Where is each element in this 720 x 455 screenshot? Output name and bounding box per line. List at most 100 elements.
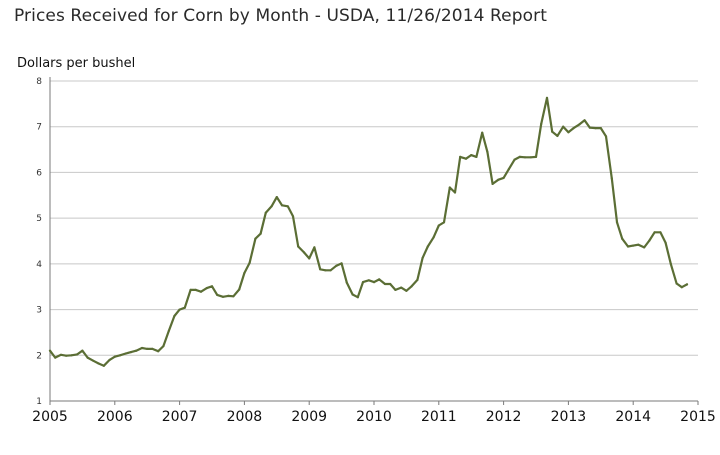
data-point	[113, 355, 116, 358]
data-point	[129, 351, 133, 354]
data-point	[507, 168, 510, 171]
y-tick-label-7: 7	[36, 123, 42, 133]
data-point	[59, 353, 63, 356]
x-tick-label-2014: 2014	[615, 409, 651, 425]
data-point	[167, 330, 170, 333]
data-point	[335, 264, 338, 267]
data-point	[210, 285, 214, 288]
data-point	[464, 157, 468, 160]
x-tick-label-2006: 2006	[97, 409, 133, 425]
x-tick-label-2009: 2009	[291, 409, 327, 425]
series-line-0	[48, 96, 689, 367]
data-point	[442, 221, 446, 224]
data-point	[216, 293, 219, 296]
y-tick-label-5: 5	[36, 214, 42, 224]
data-point	[54, 356, 57, 359]
data-point	[157, 350, 160, 353]
data-point	[643, 246, 646, 249]
data-point	[65, 354, 68, 357]
data-point	[221, 295, 225, 298]
data-point	[453, 191, 457, 194]
data-point	[556, 134, 559, 137]
data-point	[264, 211, 267, 214]
data-point	[270, 205, 273, 208]
data-point	[626, 245, 630, 248]
data-point	[86, 356, 89, 359]
data-point	[151, 347, 154, 350]
data-point	[248, 261, 251, 264]
data-point	[329, 269, 332, 272]
data-point	[280, 204, 284, 207]
data-point	[610, 177, 613, 180]
data-point	[615, 221, 619, 224]
data-point	[534, 155, 538, 158]
data-point	[254, 237, 257, 240]
data-point	[319, 268, 322, 271]
data-point	[669, 262, 672, 265]
data-point	[416, 278, 419, 281]
data-point	[356, 296, 359, 299]
data-point	[659, 231, 662, 234]
data-point	[383, 282, 387, 286]
data-point	[523, 156, 527, 159]
y-tick-label-1: 1	[36, 397, 42, 407]
data-point	[146, 347, 149, 350]
data-point	[394, 288, 397, 291]
data-point	[653, 231, 656, 234]
data-point	[491, 182, 494, 185]
data-point	[275, 196, 278, 199]
x-tick-label-2010: 2010	[356, 409, 392, 425]
data-point	[567, 131, 570, 134]
data-point	[367, 279, 370, 282]
data-point	[459, 155, 462, 158]
x-tick-label-2007: 2007	[162, 409, 198, 425]
data-point	[572, 127, 575, 130]
data-point	[378, 278, 381, 281]
data-point	[108, 358, 111, 361]
tick-labels: 1 2 3 4 5 6 7 8 2005 2006 2007 2008 2009 2010 2011 2012…	[32, 77, 716, 425]
series-layer	[48, 96, 689, 367]
data-point	[70, 354, 73, 357]
data-point	[632, 244, 635, 247]
data-point	[502, 176, 505, 179]
data-point	[351, 293, 354, 296]
data-point	[540, 122, 543, 126]
data-point	[545, 96, 549, 99]
data-point	[664, 241, 667, 244]
data-point	[183, 306, 186, 309]
data-point	[345, 281, 348, 284]
data-point	[562, 125, 565, 128]
data-point	[583, 119, 586, 122]
data-point	[291, 215, 295, 218]
data-point	[437, 224, 440, 227]
data-point	[297, 245, 300, 248]
y-tick-label-6: 6	[36, 168, 42, 178]
data-point	[259, 232, 262, 235]
data-point	[361, 281, 365, 284]
data-point	[135, 349, 138, 352]
data-point	[97, 362, 100, 365]
y-tick-label-3: 3	[36, 306, 42, 316]
data-point	[118, 354, 122, 357]
data-point	[162, 345, 165, 348]
data-point	[513, 158, 516, 161]
data-point	[308, 257, 311, 260]
data-point	[173, 314, 176, 318]
data-point	[599, 127, 602, 130]
data-point	[238, 288, 241, 291]
data-point	[178, 308, 181, 311]
data-point	[405, 289, 408, 292]
data-point	[475, 155, 478, 158]
data-point	[302, 251, 306, 254]
data-point	[685, 283, 689, 286]
data-point	[140, 346, 144, 350]
data-point	[124, 352, 127, 355]
y-axis-label: Dollars per bushel	[17, 56, 136, 71]
data-point	[205, 287, 208, 290]
data-point	[81, 349, 84, 352]
data-point	[481, 131, 484, 134]
data-point	[243, 271, 246, 275]
data-point	[389, 282, 392, 286]
data-point	[48, 349, 52, 352]
data-point	[551, 130, 554, 133]
